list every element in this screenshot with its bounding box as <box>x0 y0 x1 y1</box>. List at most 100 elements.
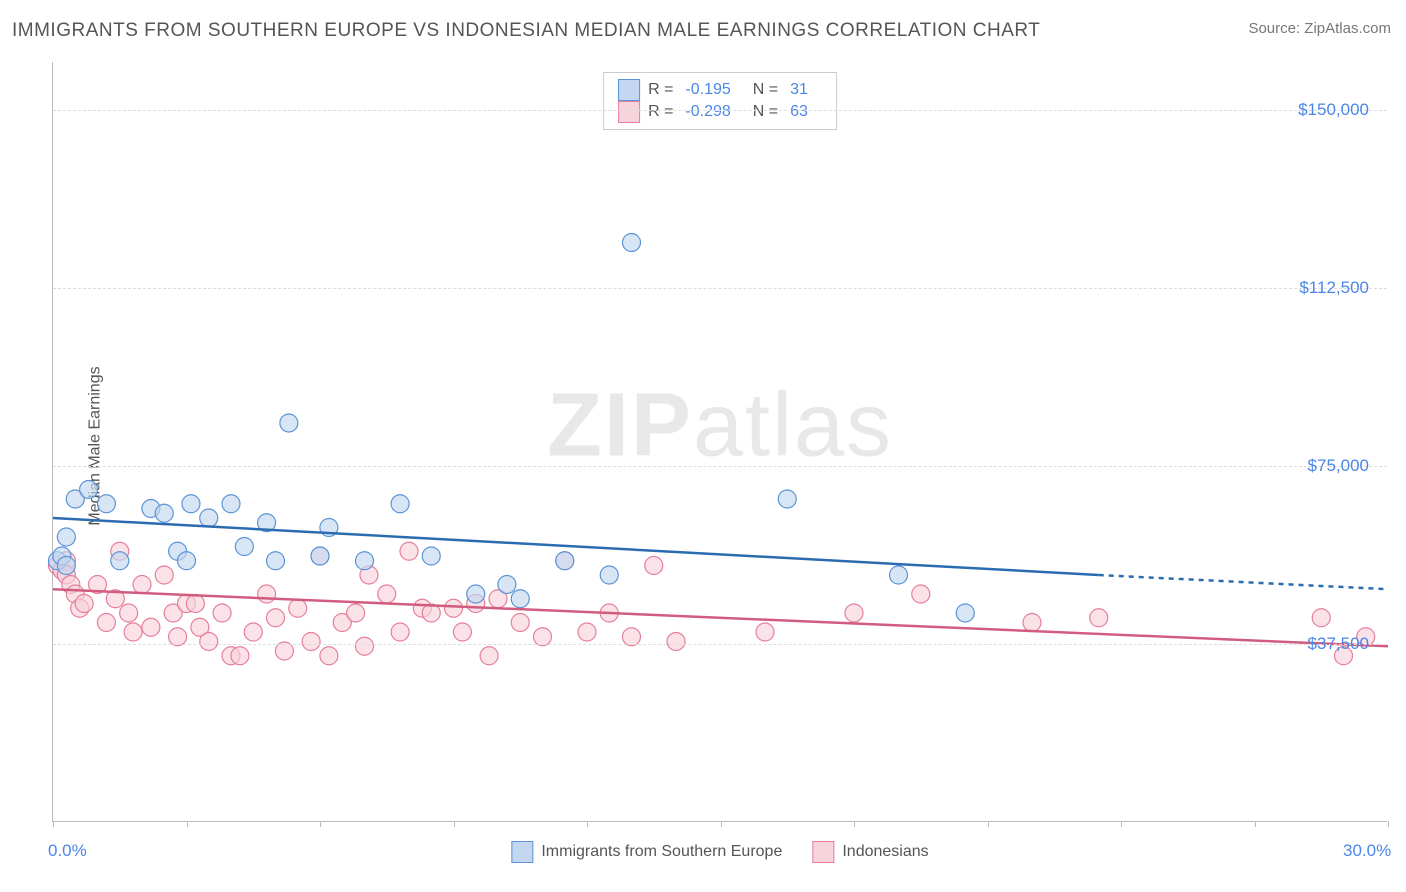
legend-label: Immigrants from Southern Europe <box>541 843 782 861</box>
data-point <box>320 647 338 665</box>
source-label: Source: ZipAtlas.com <box>1248 20 1391 37</box>
data-point <box>213 604 231 622</box>
data-point <box>498 576 516 594</box>
y-tick-label: $150,000 <box>1298 100 1369 120</box>
data-point <box>1312 609 1330 627</box>
x-tick <box>53 821 54 827</box>
data-point <box>890 566 908 584</box>
chart-svg <box>53 62 1387 821</box>
x-tick <box>1255 821 1256 827</box>
legend-swatch <box>618 101 640 123</box>
data-point <box>186 595 204 613</box>
correlation-legend: R =-0.195N =31R =-0.298N =63 <box>603 72 837 130</box>
data-point <box>422 547 440 565</box>
data-point <box>467 585 485 603</box>
data-point <box>267 609 285 627</box>
x-tick <box>320 821 321 827</box>
data-point <box>391 623 409 641</box>
x-tick <box>721 821 722 827</box>
legend-swatch <box>618 79 640 101</box>
data-point <box>178 552 196 570</box>
data-point <box>280 414 298 432</box>
chart-area: ZIPatlas R =-0.195N =31R =-0.298N =63 Im… <box>52 62 1387 822</box>
data-point <box>120 604 138 622</box>
legend-item: Indonesians <box>812 841 928 863</box>
data-point <box>378 585 396 603</box>
legend-item: Immigrants from Southern Europe <box>511 841 782 863</box>
data-point <box>1023 614 1041 632</box>
data-point <box>302 633 320 651</box>
data-point <box>133 576 151 594</box>
data-point <box>391 495 409 513</box>
gridline <box>53 288 1387 289</box>
legend-label: Indonesians <box>842 843 928 861</box>
x-tick <box>1388 821 1389 827</box>
data-point <box>600 566 618 584</box>
data-point <box>142 618 160 636</box>
data-point <box>453 623 471 641</box>
data-point <box>124 623 142 641</box>
legend-swatch <box>812 841 834 863</box>
data-point <box>400 542 418 560</box>
data-point <box>231 647 249 665</box>
x-tick <box>854 821 855 827</box>
data-point <box>182 495 200 513</box>
data-point <box>235 538 253 556</box>
data-point <box>258 585 276 603</box>
data-point <box>75 595 93 613</box>
x-tick <box>587 821 588 827</box>
data-point <box>756 623 774 641</box>
data-point <box>511 614 529 632</box>
x-tick-label: 30.0% <box>1343 841 1391 861</box>
legend-row: R =-0.298N =63 <box>618 101 822 123</box>
data-point <box>155 566 173 584</box>
data-point <box>347 604 365 622</box>
data-point <box>289 599 307 617</box>
data-point <box>80 481 98 499</box>
x-tick <box>1121 821 1122 827</box>
data-point <box>111 552 129 570</box>
data-point <box>200 633 218 651</box>
data-point <box>667 633 685 651</box>
data-point <box>356 637 374 655</box>
data-point <box>912 585 930 603</box>
data-point <box>778 490 796 508</box>
x-tick <box>187 821 188 827</box>
data-point <box>97 495 115 513</box>
data-point <box>97 614 115 632</box>
data-point <box>480 647 498 665</box>
data-point <box>311 547 329 565</box>
data-point <box>956 604 974 622</box>
data-point <box>645 557 663 575</box>
page-title: IMMIGRANTS FROM SOUTHERN EUROPE VS INDON… <box>12 20 1040 42</box>
data-point <box>200 509 218 527</box>
data-point <box>623 234 641 252</box>
data-point <box>578 623 596 641</box>
x-tick <box>988 821 989 827</box>
data-point <box>445 599 463 617</box>
gridline <box>53 644 1387 645</box>
data-point <box>267 552 285 570</box>
x-tick <box>454 821 455 827</box>
data-point <box>244 623 262 641</box>
data-point <box>155 504 173 522</box>
y-tick-label: $112,500 <box>1299 278 1369 298</box>
data-point <box>222 495 240 513</box>
data-point <box>845 604 863 622</box>
data-point <box>1090 609 1108 627</box>
gridline <box>53 110 1387 111</box>
y-tick-label: $37,500 <box>1308 634 1369 654</box>
legend-swatch <box>511 841 533 863</box>
y-tick-label: $75,000 <box>1308 456 1369 476</box>
data-point <box>511 590 529 608</box>
legend-row: R =-0.195N =31 <box>618 79 822 101</box>
data-point <box>57 528 75 546</box>
gridline <box>53 466 1387 467</box>
series-legend: Immigrants from Southern Europe Indonesia… <box>511 841 928 863</box>
x-tick-label: 0.0% <box>48 841 87 861</box>
data-point <box>556 552 574 570</box>
data-point <box>356 552 374 570</box>
trend-line-dash <box>1099 575 1388 589</box>
data-point <box>57 557 75 575</box>
trend-line <box>53 518 1099 575</box>
